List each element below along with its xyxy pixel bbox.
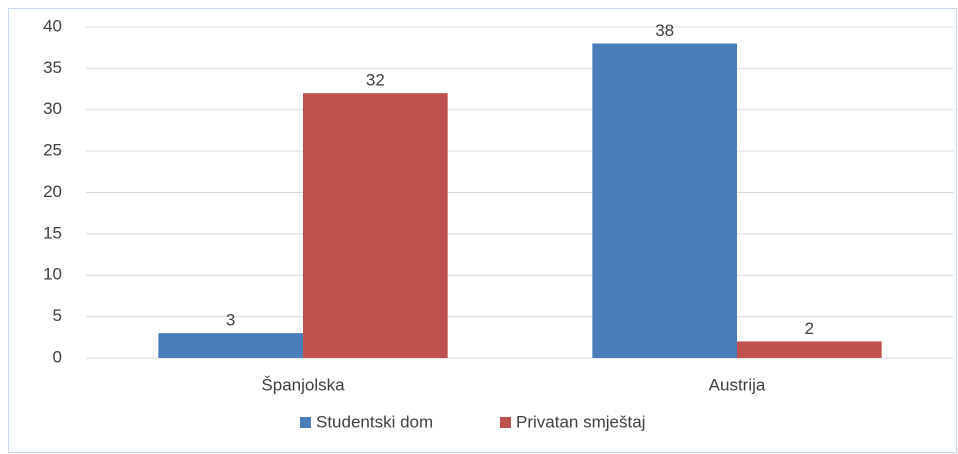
y-tick-label: 20: [43, 182, 62, 201]
data-label: 32: [366, 71, 385, 90]
bar: [592, 43, 737, 359]
bar: [158, 333, 303, 358]
data-label: 38: [655, 21, 674, 40]
x-tick-label: Austrija: [709, 375, 766, 394]
y-tick-label: 10: [43, 265, 62, 284]
legend-label: Privatan smještaj: [516, 412, 645, 431]
y-tick-label: 15: [43, 223, 62, 242]
legend-swatch: [500, 417, 511, 428]
y-tick-label: 40: [43, 16, 62, 35]
y-tick-label: 25: [43, 141, 62, 160]
data-label: 3: [226, 311, 235, 330]
data-label: 2: [805, 319, 814, 338]
chart-frame: [8, 8, 957, 453]
y-tick-label: 5: [53, 306, 62, 325]
bar: [303, 93, 448, 358]
legend-swatch: [300, 417, 311, 428]
y-tick-label: 0: [53, 347, 62, 366]
y-tick-label: 30: [43, 99, 62, 118]
y-tick-label: 35: [43, 58, 62, 77]
legend-label: Studentski dom: [316, 412, 433, 431]
bar: [737, 341, 882, 358]
x-tick-label: Španjolska: [261, 375, 345, 394]
